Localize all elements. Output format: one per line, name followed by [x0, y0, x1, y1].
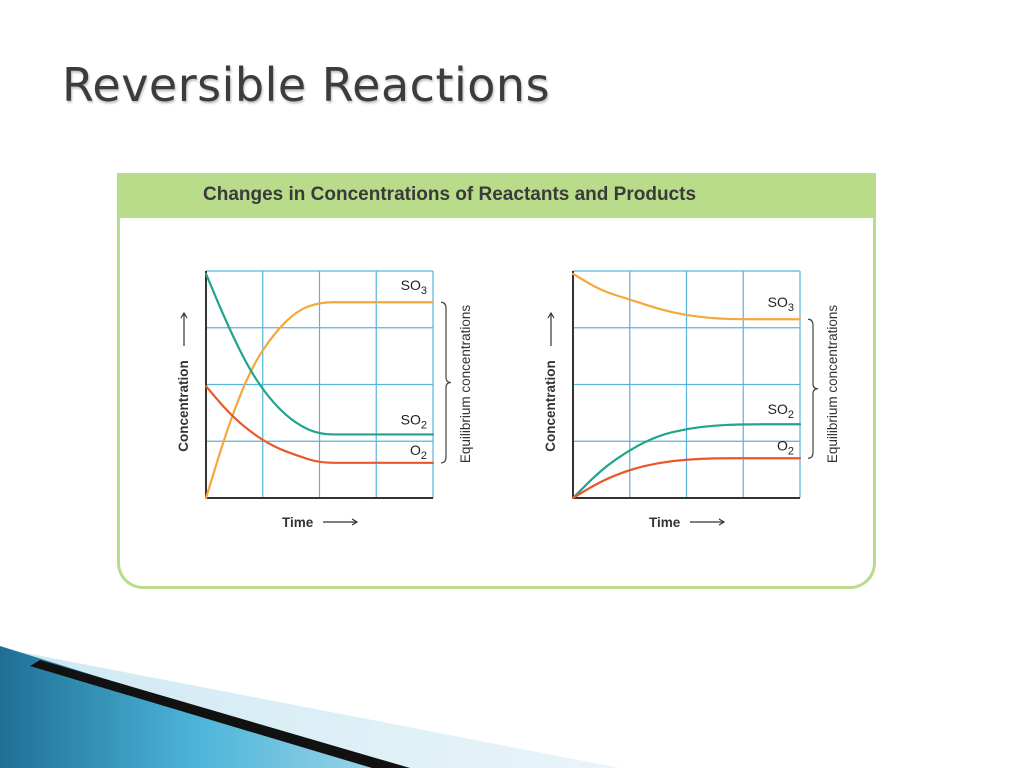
equilibrium-concentrations-label: Equilibrium concentrations — [458, 305, 473, 464]
series-line-so3 — [571, 272, 802, 321]
y-axis-arrow-head — [547, 311, 555, 319]
chart-2: SO3 SO2 O2 Equilibrium concentrations Concen… — [543, 270, 840, 530]
series-label-so3: SO3 — [401, 277, 427, 297]
decorative-corner-graphic — [0, 646, 620, 768]
series-line-so3 — [204, 301, 435, 500]
series-line-so2 — [204, 272, 435, 436]
equilibrium-bracket — [440, 301, 452, 464]
figure-header: Changes in Concentrations of Reactants a… — [120, 173, 873, 220]
x-axis-arrow-head — [351, 518, 359, 526]
figure-panel: Changes in Concentrations of Reactants a… — [117, 173, 876, 589]
charts-canvas: SO3 SO2 O2 Equilibrium concentrations Concen… — [176, 270, 840, 530]
series-label-so2: SO2 — [768, 401, 794, 421]
equilibrium-bracket — [807, 318, 819, 459]
series-label-so3: SO3 — [768, 294, 794, 314]
x-axis-arrow-head — [718, 518, 726, 526]
equilibrium-concentrations-label: Equilibrium concentrations — [825, 305, 840, 464]
y-axis-arrow-head — [180, 311, 188, 319]
y-axis-label: Concentration — [176, 360, 191, 452]
series-line-so2 — [571, 423, 802, 500]
series-label-o2: O2 — [410, 442, 427, 462]
series-line-o2 — [571, 457, 802, 500]
corner-dark-stripe — [30, 660, 410, 768]
figure-title: Changes in Concentrations of Reactants a… — [203, 184, 697, 205]
x-axis-label: Time — [649, 515, 681, 530]
slide-title: Reversible Reactions — [62, 58, 551, 112]
x-axis-label: Time — [282, 515, 314, 530]
series-label-so2: SO2 — [401, 411, 427, 431]
y-axis-label: Concentration — [543, 360, 558, 452]
chart-1: SO3 SO2 O2 Equilibrium concentrations Concen… — [176, 270, 473, 530]
series-line-o2 — [204, 385, 435, 464]
series-label-o2: O2 — [777, 437, 794, 457]
